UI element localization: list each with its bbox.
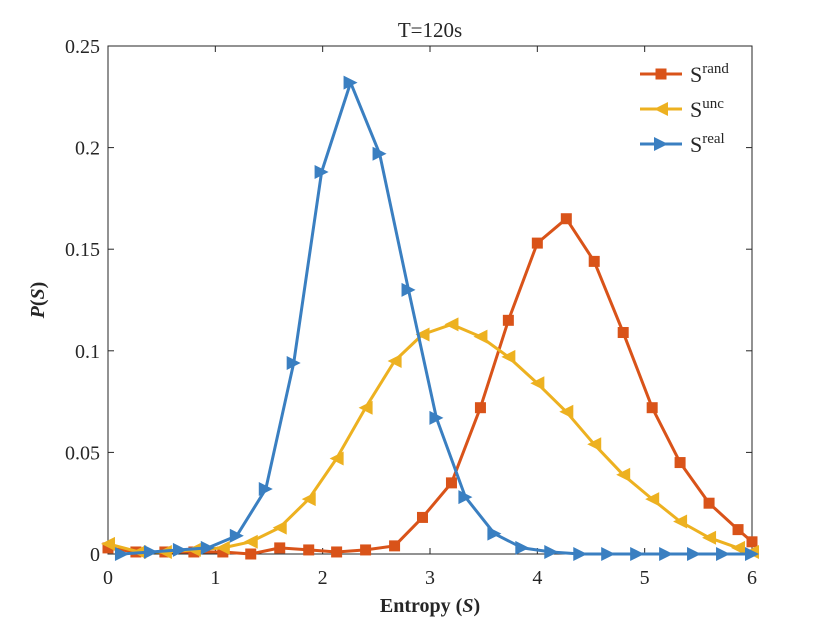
data-point-unc (731, 540, 746, 555)
data-point-real (458, 490, 473, 505)
x-axis-label: Entropy (S) (380, 595, 480, 617)
legend-label-unc: Sunc (690, 96, 724, 122)
data-point-real (544, 544, 559, 559)
data-point-rand (703, 497, 715, 509)
data-point-unc (530, 376, 545, 391)
data-point-rand (617, 327, 629, 339)
x-tick-label: 1 (210, 567, 220, 589)
data-point-unc (329, 451, 344, 466)
data-point-unc (243, 534, 258, 549)
data-point-rand (474, 402, 486, 414)
data-point-rand (102, 542, 114, 554)
data-point-real (573, 547, 588, 561)
data-point-unc (559, 404, 574, 419)
data-point-real (314, 164, 329, 179)
legend-entry-rand: Srand (640, 61, 729, 87)
x-tick-label: 3 (425, 567, 435, 589)
data-point-rand (746, 536, 758, 548)
y-tick-label: 0.1 (75, 341, 100, 363)
data-point-unc (587, 437, 602, 452)
data-point-rand (331, 546, 343, 558)
legend-marker-unc (654, 102, 668, 116)
y-tick-label: 0.05 (65, 442, 100, 464)
data-point-rand (502, 314, 514, 326)
series-rand (102, 213, 758, 560)
series-real (114, 75, 759, 561)
x-tick-label: 5 (640, 567, 650, 589)
data-point-real (143, 544, 158, 559)
data-point-real (172, 542, 187, 557)
data-point-unc (645, 492, 660, 507)
data-point-real (258, 481, 273, 496)
x-tick-label: 4 (532, 567, 542, 589)
data-point-rand (674, 457, 686, 469)
data-point-unc (501, 349, 516, 364)
data-point-rand (245, 548, 257, 560)
data-point-rand (646, 402, 658, 414)
data-point-real (429, 410, 444, 425)
data-point-real (659, 547, 674, 561)
data-point-real (601, 547, 616, 561)
y-tick-label: 0.25 (65, 36, 100, 58)
data-point-unc (387, 353, 402, 368)
data-point-rand (445, 477, 457, 489)
y-tick-label: 0.15 (65, 239, 100, 261)
data-point-real (745, 547, 759, 561)
data-point-unc (215, 540, 230, 555)
y-axis-label: P(S) (27, 282, 49, 320)
data-point-unc (473, 329, 488, 344)
plot-area: 0 1 2 3 4 5 6 0 0.05 0.1 0.15 0.2 0.25 (65, 36, 759, 589)
data-point-real (229, 528, 244, 543)
data-point-unc (358, 400, 373, 415)
x-tick-label: 2 (318, 567, 328, 589)
data-point-rand (588, 255, 600, 267)
data-point-rand (217, 546, 229, 558)
data-point-real (200, 540, 215, 555)
data-point-rand (303, 544, 315, 556)
data-point-rand (389, 540, 401, 552)
y-tick-label: 0.2 (75, 138, 100, 160)
data-point-unc (272, 520, 287, 535)
data-point-real (487, 526, 502, 541)
data-point-real (630, 547, 645, 561)
legend-label-real: Sreal (690, 131, 725, 157)
data-point-unc (415, 327, 430, 342)
data-point-real (114, 547, 129, 561)
data-point-unc (444, 317, 459, 332)
data-point-real (401, 282, 416, 297)
legend: Srand Sunc Sreal (640, 61, 729, 157)
data-point-unc (301, 492, 316, 507)
y-tick-label: 0 (90, 544, 100, 566)
legend-entry-real: Sreal (640, 131, 725, 157)
data-point-unc (101, 536, 115, 551)
data-point-real (343, 75, 358, 90)
legend-marker-real (654, 137, 668, 151)
legend-label-rand: Srand (690, 61, 729, 87)
data-point-rand (732, 524, 744, 536)
data-point-real (687, 547, 702, 561)
data-point-unc (702, 530, 717, 545)
data-point-real (716, 547, 731, 561)
data-point-rand (416, 511, 428, 523)
data-point-rand (360, 544, 372, 556)
data-point-rand (531, 237, 543, 249)
data-point-real (372, 146, 387, 161)
data-point-unc (673, 514, 688, 529)
legend-marker-rand (655, 68, 667, 80)
x-tick-label: 0 (103, 567, 113, 589)
data-point-real (286, 355, 301, 370)
data-point-rand (560, 213, 572, 225)
x-tick-label: 6 (747, 567, 757, 589)
chart-title: T=120s (398, 18, 462, 42)
data-point-rand (274, 542, 286, 554)
legend-entry-unc: Sunc (640, 96, 724, 122)
data-point-unc (616, 467, 631, 482)
data-point-real (515, 540, 530, 555)
